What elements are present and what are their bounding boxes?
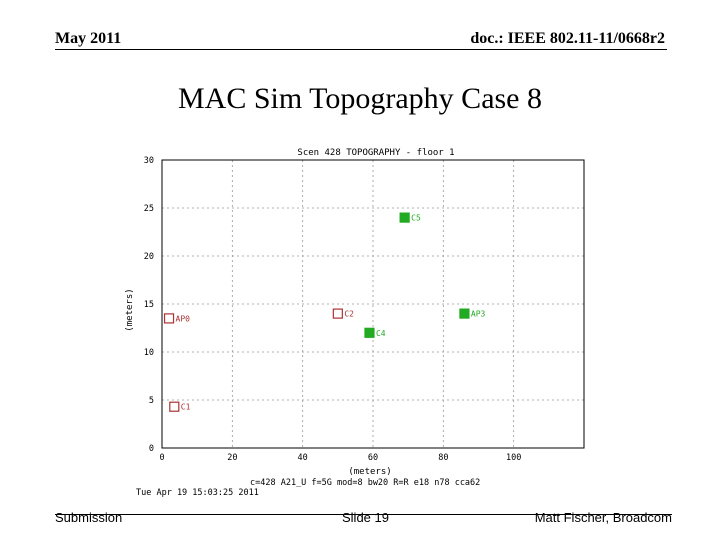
y-tick-label-3: 15	[144, 300, 154, 310]
point-c1	[169, 401, 180, 412]
grid	[162, 159, 584, 448]
caption-params: c=428 A21_U f=5G mod=8 bw20 R=R e18 n78 …	[250, 478, 480, 488]
y-tick-label-6: 30	[144, 156, 154, 166]
x-tick-label-2: 40	[298, 453, 308, 463]
point-label-c5: C5	[411, 214, 421, 223]
point-label-c2: C2	[344, 310, 354, 319]
header-date: May 2011	[55, 30, 122, 47]
y-axis-label: (meters)	[125, 288, 135, 331]
y-tick-label-4: 20	[144, 252, 154, 262]
topography-chart: Scen 428 TOPOGRAPHY - floor 1 0 20 40 60 80 1…	[125, 148, 585, 498]
header-divider	[55, 49, 667, 50]
chart-title: Scen 428 TOPOGRAPHY - floor 1	[297, 148, 454, 158]
point-label-c4: C4	[376, 329, 386, 338]
point-ap3	[459, 308, 470, 319]
point-ap0	[163, 313, 175, 324]
x-tick-label-0: 0	[159, 453, 164, 463]
ticks: 0 20 40 60 80 100 0 5 10 15 20 25 30	[144, 156, 522, 463]
point-c5	[399, 212, 410, 223]
x-tick-label-3: 60	[368, 453, 378, 463]
x-tick-label-4: 80	[438, 453, 448, 463]
slide-title: MAC Sim Topography Case 8	[177, 82, 542, 115]
y-tick-label-2: 10	[144, 348, 154, 358]
footer-slide-number: Slide 19	[342, 510, 389, 525]
point-c2	[332, 308, 343, 319]
x-axis-label: (meters)	[348, 467, 391, 477]
point-label-ap0: AP0	[176, 314, 191, 323]
plot-frame	[161, 159, 585, 449]
x-tick-label-5: 100	[506, 453, 521, 463]
header-doc-id: doc.: IEEE 802.11-11/0668r2	[470, 30, 665, 47]
point-label-ap3: AP3	[471, 310, 486, 319]
x-tick-label-1: 20	[227, 453, 237, 463]
point-label-c1: C1	[181, 403, 191, 412]
point-c4	[364, 327, 375, 338]
caption-time: Tue Apr 19 15:03:25 2011	[136, 488, 259, 498]
y-tick-label-1: 5	[149, 396, 154, 406]
footer-divider	[55, 514, 672, 515]
y-tick-label-5: 25	[144, 204, 154, 214]
footer-submission: Submission	[55, 510, 123, 525]
points: AP0 C1 C2 C4 C5 AP3	[163, 212, 486, 412]
footer-author: Matt Fischer, Broadcom	[534, 510, 672, 525]
y-tick-label-0: 0	[149, 444, 154, 454]
